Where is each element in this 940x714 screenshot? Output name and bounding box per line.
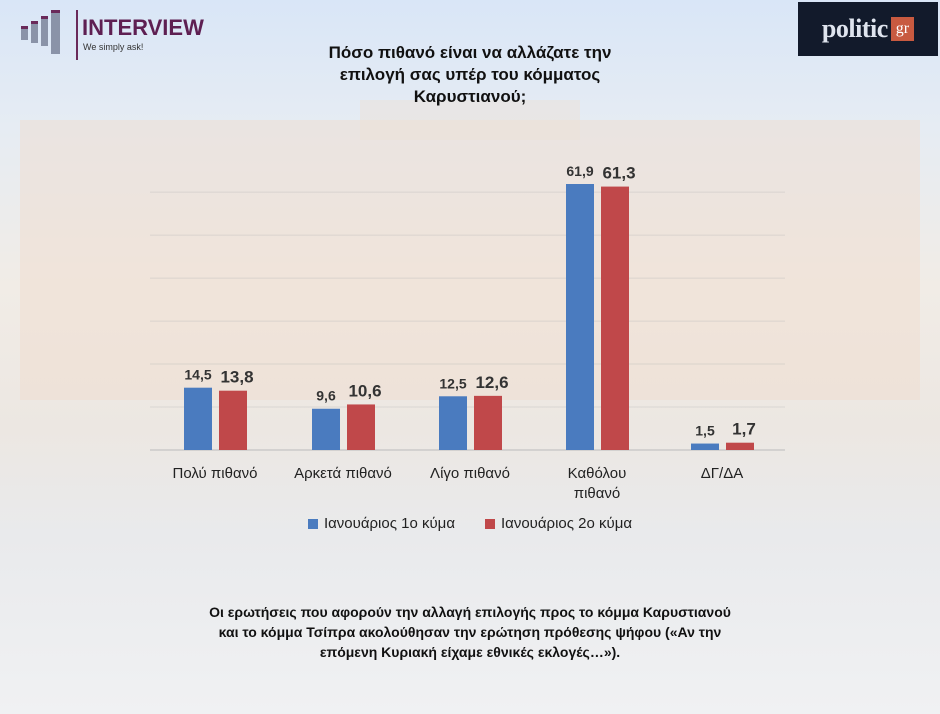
svg-text:INTERVIEW: INTERVIEW: [82, 15, 204, 40]
background-roof: [360, 100, 580, 140]
category-label: Πολύ πιθανό: [173, 465, 258, 482]
bar: [219, 390, 247, 450]
svg-text:We simply ask!: We simply ask!: [83, 42, 143, 52]
data-label: 12,5: [439, 375, 466, 391]
legend-item-wave1: Ιανουάριος 1ο κύμα: [307, 515, 455, 532]
politic-logo-text: politic: [821, 14, 888, 43]
bar: [566, 184, 594, 450]
legend-item-wave2: Ιανουάριος 2ο κύμα: [485, 515, 632, 532]
bar: [601, 186, 629, 450]
category-label: Λίγο πιθανό: [430, 465, 510, 482]
data-label: 61,3: [602, 164, 635, 183]
bar: [184, 387, 212, 450]
bar: [439, 396, 467, 450]
interview-logo: INTERVIEW We simply ask!: [21, 10, 204, 60]
data-label: 61,9: [566, 163, 593, 179]
bar: [726, 442, 754, 450]
data-label: 1,7: [732, 420, 756, 439]
footnote: Οι ερωτήσεις που αφορούν την αλλαγή επιλ…: [209, 604, 731, 660]
bar: [312, 408, 340, 450]
data-label: 12,6: [475, 373, 508, 392]
category-label: Καθόλου: [568, 465, 627, 482]
politic-logo-suffix: gr: [890, 17, 915, 41]
category-label: Αρκετά πιθανό: [294, 465, 392, 482]
bar: [691, 443, 719, 450]
legend-swatch: [485, 518, 495, 529]
data-label: 14,5: [184, 367, 211, 383]
data-label: 13,8: [220, 368, 253, 387]
legend: Ιανουάριος 1ο κύμα Ιανουάριος 2ο κύμα: [0, 515, 940, 532]
bar: [474, 395, 502, 450]
chart-title: Πόσο πιθανό είναι να αλλάζατε την επιλογή…: [328, 43, 612, 106]
background-building: [20, 120, 920, 400]
legend-swatch: [307, 518, 318, 529]
data-label: 9,6: [316, 388, 336, 404]
data-label: 10,6: [348, 381, 381, 400]
politic-logo: politic gr: [798, 2, 938, 56]
bar: [347, 404, 375, 450]
category-label: ΔΓ/ΔΑ: [701, 465, 743, 482]
data-label: 1,5: [695, 423, 715, 439]
category-label: πιθανό: [574, 485, 621, 502]
